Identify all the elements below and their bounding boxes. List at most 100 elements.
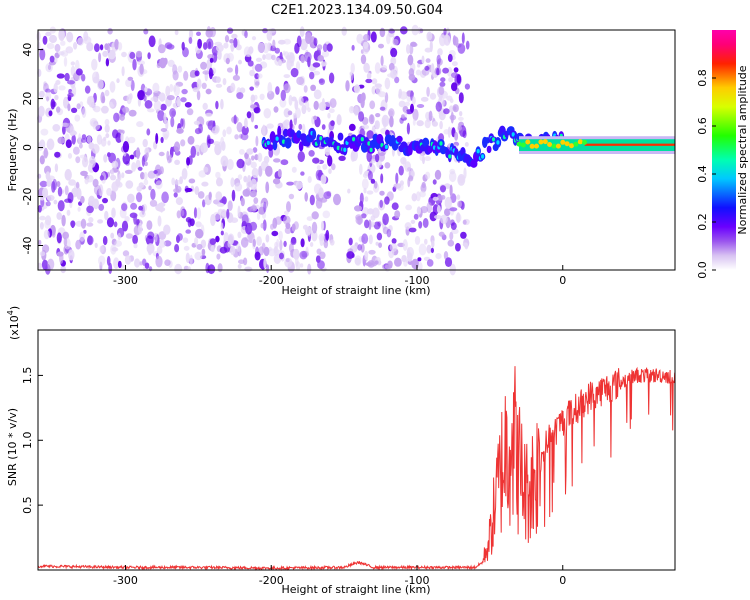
noise-blob: [251, 155, 255, 161]
noise-blob: [205, 88, 212, 95]
noise-blob: [186, 157, 191, 166]
noise-blob: [449, 168, 456, 175]
noise-blob: [138, 205, 144, 211]
noise-blob: [135, 50, 143, 58]
noise-blob: [360, 96, 365, 109]
noise-blob: [303, 85, 308, 93]
noise-blob: [328, 108, 335, 114]
ridge-blob: [284, 137, 292, 149]
noise-blob: [157, 110, 165, 122]
noise-blob: [412, 119, 416, 126]
ridge-core: [275, 136, 279, 141]
noise-blob: [193, 120, 200, 125]
noise-blob: [373, 181, 378, 189]
noise-blob: [47, 64, 52, 71]
colorbar-label: Normalized spectral amplitude: [736, 65, 749, 234]
noise-blob: [431, 240, 435, 248]
noise-blob: [310, 84, 316, 92]
noise-blob: [351, 44, 355, 51]
noise-blob: [229, 39, 235, 44]
noise-blob: [99, 44, 104, 51]
noise-blob: [186, 108, 194, 116]
noise-blob: [172, 103, 176, 108]
noise-blob: [295, 261, 301, 271]
noise-blob: [57, 136, 65, 144]
noise-blob: [146, 128, 151, 136]
noise-blob: [104, 118, 110, 126]
noise-blob: [143, 171, 148, 181]
noise-blob: [215, 83, 223, 88]
noise-blob: [374, 83, 382, 88]
noise-blob: [384, 264, 393, 270]
noise-blob: [218, 141, 223, 154]
noise-blob: [46, 43, 55, 50]
y-tick-label: -40: [21, 237, 34, 255]
noise-blob: [174, 159, 181, 165]
noise-blob: [247, 60, 254, 67]
noise-blob: [394, 210, 401, 219]
noise-blob: [415, 191, 421, 202]
x-tick-label: -200: [259, 274, 284, 287]
noise-blob: [320, 61, 328, 67]
noise-blob: [362, 47, 369, 55]
noise-blob: [250, 178, 258, 191]
noise-blob: [188, 37, 193, 44]
noise-blob: [73, 42, 78, 50]
noise-blob: [378, 43, 384, 49]
noise-blob: [60, 265, 66, 274]
noise-blob: [65, 46, 74, 54]
noise-blob: [266, 264, 270, 274]
noise-blob: [257, 73, 263, 79]
noise-blob: [317, 260, 325, 270]
noise-blob: [113, 257, 120, 270]
noise-blob: [130, 79, 135, 92]
noise-blob: [69, 125, 75, 137]
noise-blob: [230, 82, 236, 93]
noise-blob: [121, 51, 127, 58]
noise-blob: [203, 166, 209, 173]
noise-blob: [99, 245, 104, 253]
noise-blob: [144, 262, 150, 269]
noise-blob: [408, 175, 414, 182]
noise-blob: [75, 220, 83, 227]
noise-blob: [183, 70, 189, 81]
noise-blob: [320, 174, 327, 185]
noise-blob: [250, 112, 255, 123]
noise-blob: [119, 114, 125, 121]
noise-blob: [73, 146, 80, 155]
noise-blob: [255, 135, 259, 147]
noise-blob: [209, 57, 214, 63]
colorbar-gradient: [712, 30, 736, 270]
noise-blob: [426, 31, 433, 41]
noise-blob: [124, 255, 132, 265]
ridge-core: [343, 147, 347, 152]
noise-blob: [384, 196, 390, 205]
noise-blob: [345, 80, 350, 92]
noise-blob: [358, 111, 365, 122]
noise-blob: [238, 259, 245, 265]
noise-blob: [436, 54, 441, 65]
noise-blob: [453, 67, 459, 73]
noise-blob: [284, 226, 292, 234]
noise-blob: [200, 61, 208, 70]
noise-blob: [230, 42, 235, 52]
noise-blob: [226, 126, 232, 135]
noise-blob: [237, 231, 242, 239]
noise-blob: [267, 82, 273, 94]
noise-blob: [155, 133, 159, 144]
noise-blob: [458, 92, 464, 104]
noise-blob: [80, 218, 87, 229]
noise-blob: [36, 31, 41, 42]
noise-blob: [254, 94, 258, 100]
noise-blob: [223, 232, 229, 244]
snr-background: [38, 330, 675, 570]
noise-blob: [196, 78, 202, 90]
noise-blob: [203, 42, 208, 50]
chart-title: C2E1.2023.134.09.50.G04: [271, 3, 443, 18]
snr-multiplier-exp: 4: [6, 310, 15, 315]
noise-blob: [265, 181, 270, 194]
noise-blob: [283, 215, 291, 225]
noise-blob: [348, 123, 356, 131]
noise-blob: [181, 209, 185, 217]
noise-blob: [152, 82, 160, 94]
